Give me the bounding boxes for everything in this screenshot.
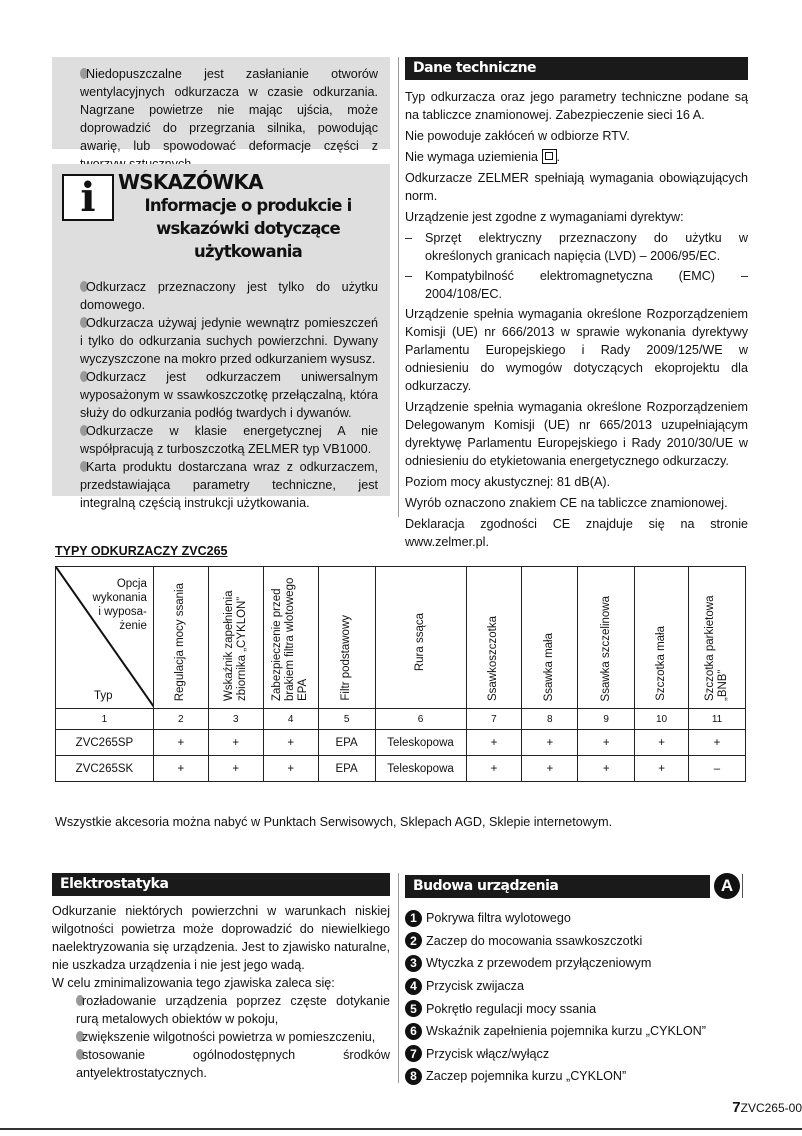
table-cell: +	[521, 729, 579, 756]
column-number: 6	[374, 708, 467, 730]
tech-heading: Dane techniczne	[405, 57, 748, 80]
table-cell: +	[207, 755, 264, 782]
number-badge-icon: 4	[405, 977, 422, 995]
column-number: 4	[262, 708, 319, 730]
table-cell: +	[262, 755, 319, 782]
table-cell: +	[207, 729, 264, 756]
list-item: 5 Pokrętło regulacji mocy ssania	[405, 997, 748, 1020]
types-title: TYPY ODKURZACZY ZVC265	[55, 544, 228, 558]
table-cell: Teleskopowa	[374, 755, 467, 782]
corner-cell: Opcja wykonania i wyposa-żenie Typ	[55, 566, 154, 709]
table-cell: +	[634, 755, 690, 782]
column-number: 9	[577, 708, 636, 730]
tip-item: Odkurzacza używaj jedynie wewnątrz pomie…	[80, 316, 378, 366]
list-item: 7 Przycisk włącz/wyłącz	[405, 1043, 748, 1066]
info-icon: i	[62, 174, 114, 221]
number-badge-icon: 5	[405, 1000, 422, 1018]
table-cell: Teleskopowa	[374, 729, 467, 756]
tip-title: WSKAZÓWKA	[118, 170, 264, 194]
page-footer: 7ZVC265-00	[732, 1099, 802, 1116]
number-row: 1 2 3 4 5 6 7 8 9 10 11	[55, 708, 746, 730]
table-row: ZVC265SK + + + EPA Teleskopowa + + + + –	[55, 755, 746, 782]
figure-a-badge: A	[714, 873, 740, 899]
list-item: 4 Przycisk zwijacza	[405, 975, 748, 998]
table-cell: +	[465, 729, 523, 756]
list-item: stosowanie ogólnodostępnych środków anty…	[76, 1048, 390, 1080]
table-cell: EPA	[317, 729, 376, 756]
electro-section: Elektrostatyka Odkurzanie niektórych pow…	[52, 873, 390, 1082]
table-cell: ZVC265SK	[55, 755, 154, 782]
table-cell: EPA	[317, 755, 376, 782]
column-divider	[398, 57, 399, 517]
list-item: 2 Zaczep do mocowania ssawkoszczotki	[405, 930, 748, 953]
column-number: 10	[634, 708, 690, 730]
tip-item: Odkurzacz jest odkurzaczem uniwersalnym …	[80, 370, 378, 420]
list-item: 6 Wskaźnik zapełnienia pojemnika kurzu „C…	[405, 1020, 748, 1043]
tip-item: Karta produktu dostarczana wraz z odkurz…	[80, 460, 378, 510]
number-badge-icon: 7	[405, 1045, 422, 1063]
column-number: 5	[317, 708, 376, 730]
bullet-icon	[80, 68, 88, 79]
list-item: 3 Wtyczka z przewodem przyłączeniowym	[405, 952, 748, 975]
list-item: rozładowanie urządzenia poprzez częste d…	[76, 994, 390, 1026]
build-section: Budowa urządzenia A 1 Pokrywa filtra wylo…	[405, 873, 748, 1088]
number-badge-icon: 2	[405, 932, 422, 950]
table-cell: +	[152, 755, 209, 782]
tip-item: Odkurzacze w klasie energetycznej A nie …	[80, 424, 378, 456]
column-number: 3	[207, 708, 264, 730]
list-item: zwiększenie wilgotności powietrza w pomi…	[76, 1028, 390, 1046]
table-cell: +	[688, 729, 746, 756]
column-number: 7	[465, 708, 523, 730]
number-badge-icon: 3	[405, 954, 422, 972]
tech-section: Dane techniczne Typ odkurzacza oraz jego…	[405, 57, 748, 554]
table-cell: –	[688, 755, 746, 782]
footer-rule	[0, 1128, 802, 1130]
list-item: 1 Pokrywa filtra wylotowego	[405, 907, 748, 930]
list-item: 8 Zaczep pojemnika kurzu „CYKLON”	[405, 1065, 748, 1088]
column-number: 8	[521, 708, 579, 730]
table-cell: ZVC265SP	[55, 729, 154, 756]
number-badge-icon: 1	[405, 909, 422, 927]
table-cell: +	[521, 755, 579, 782]
column-number: 1	[55, 708, 154, 730]
number-badge-icon: 8	[405, 1067, 422, 1085]
table-cell: +	[634, 729, 690, 756]
table-cell: +	[262, 729, 319, 756]
number-badge-icon: 6	[405, 1022, 422, 1040]
tip-subtitle: Informacje o produkcie i wskazówki dotyc…	[144, 196, 353, 261]
class-ii-icon	[541, 149, 557, 164]
tip-item: Odkurzacz przeznaczony jest tylko do uży…	[80, 280, 378, 312]
table-cell: +	[152, 729, 209, 756]
build-heading: Budowa urządzenia	[405, 874, 710, 898]
table-cell: +	[577, 755, 636, 782]
warning-box: Niedopuszczalne jest zasłanianie otworów…	[52, 57, 390, 171]
column-divider	[398, 873, 399, 1083]
electro-heading: Elektrostatyka	[52, 873, 390, 896]
types-table: Opcja wykonania i wyposa-żenie Typ Regul…	[55, 566, 746, 782]
types-note: Wszystkie akcesoria można nabyć w Punkta…	[55, 815, 613, 829]
column-number: 2	[152, 708, 209, 730]
tip-box: i WSKAZÓWKA Informacje o produkcie i wsk…	[52, 164, 390, 510]
table-cell: +	[465, 755, 523, 782]
table-row: ZVC265SP + + + EPA Teleskopowa + + + + +	[55, 729, 746, 756]
column-number: 11	[688, 708, 746, 730]
table-cell: +	[577, 729, 636, 756]
